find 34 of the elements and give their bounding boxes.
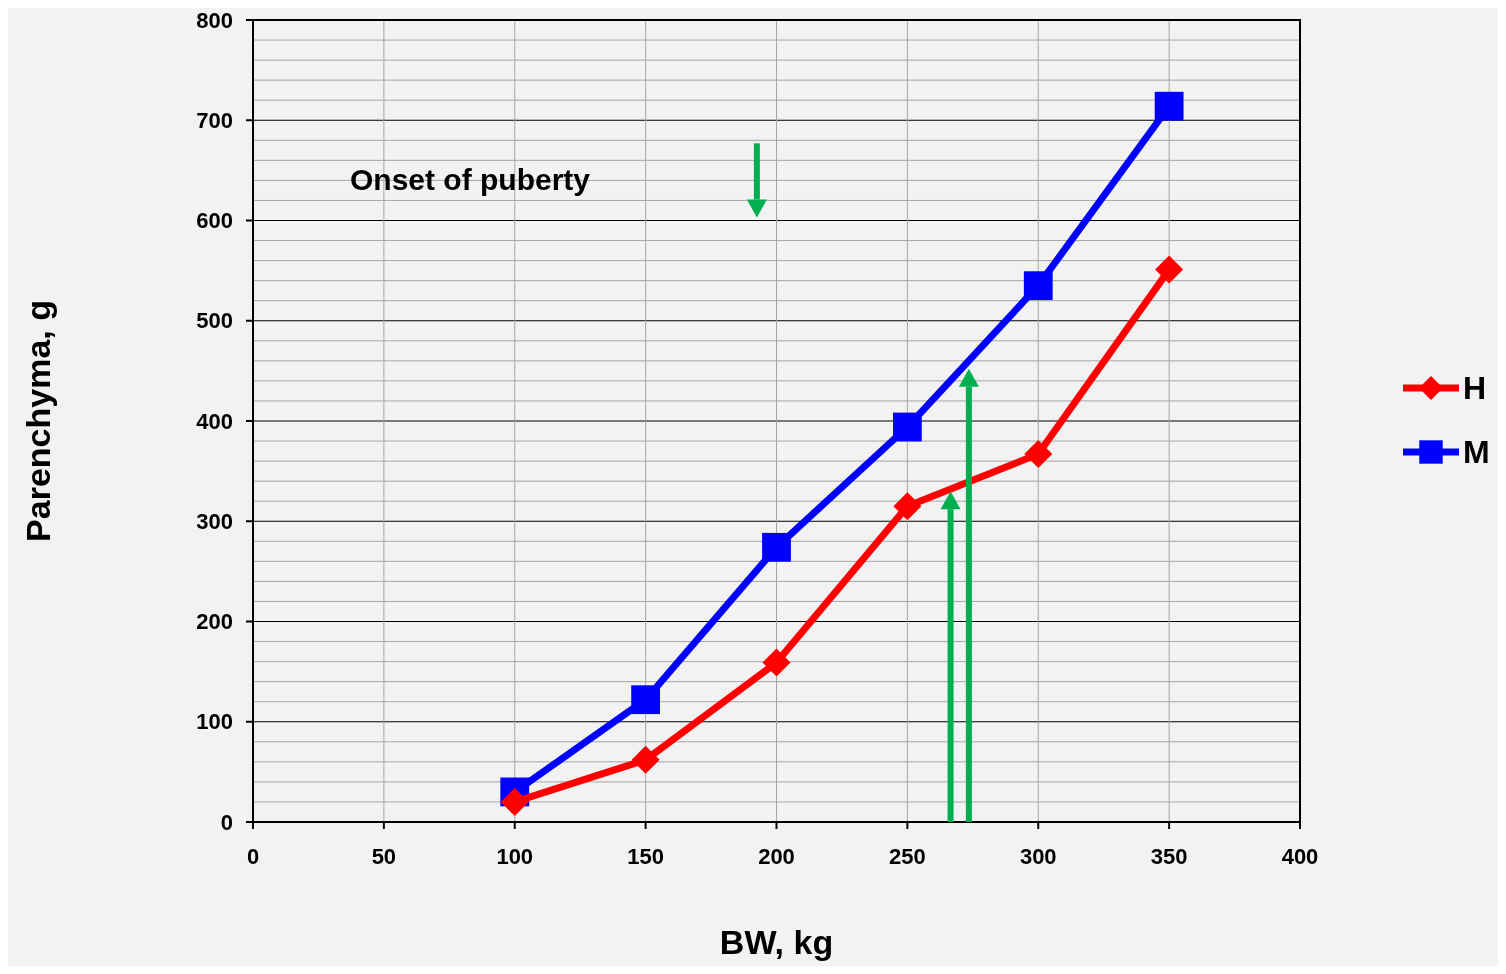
y-tick-label: 400 bbox=[196, 408, 233, 434]
x-tick-label: 300 bbox=[1019, 844, 1057, 869]
y-axis-title: Parenchyma, g bbox=[19, 300, 57, 542]
point bbox=[1154, 91, 1184, 121]
point bbox=[762, 532, 791, 562]
legend-label: M bbox=[1463, 434, 1490, 471]
y-tick-label: 200 bbox=[196, 609, 233, 635]
x-tick-label: 50 bbox=[371, 844, 397, 869]
point bbox=[893, 492, 922, 521]
annotation: Onset of puberty bbox=[350, 163, 591, 196]
y-tick-label: 500 bbox=[196, 308, 233, 334]
y-tick-label: 100 bbox=[196, 709, 233, 735]
point bbox=[1155, 255, 1184, 284]
point bbox=[500, 787, 529, 816]
point bbox=[631, 745, 660, 774]
y-tick-label: 700 bbox=[196, 107, 233, 133]
point bbox=[1023, 271, 1053, 301]
y-tick-label: 0 bbox=[220, 809, 233, 835]
x-tick-label: 100 bbox=[496, 844, 534, 869]
point bbox=[762, 648, 791, 677]
x-tick-label: 350 bbox=[1150, 844, 1188, 869]
point bbox=[892, 412, 922, 442]
x-tick-label: 400 bbox=[1281, 844, 1319, 869]
y-tick-label: 800 bbox=[196, 7, 233, 33]
point bbox=[631, 685, 661, 715]
x-tick-label: 150 bbox=[627, 844, 664, 869]
y-tick-label: 300 bbox=[196, 508, 233, 534]
legend-label: H bbox=[1463, 370, 1487, 407]
point bbox=[1024, 440, 1053, 469]
x-tick-label: 200 bbox=[758, 844, 795, 869]
x-tick-label: 250 bbox=[889, 844, 926, 869]
y-tick-label: 600 bbox=[196, 208, 233, 234]
x-tick-label: 0 bbox=[246, 844, 260, 869]
x-axis-title: BW, kg bbox=[719, 923, 834, 961]
